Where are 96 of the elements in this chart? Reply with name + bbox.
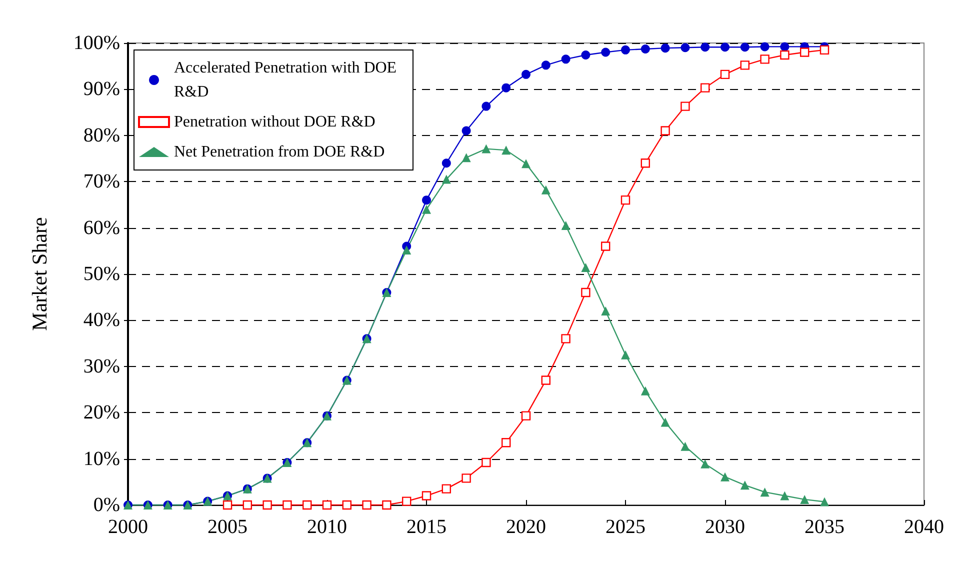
x-tick-label: 2020 xyxy=(506,516,546,538)
point xyxy=(502,83,511,92)
y-tick-label: 40% xyxy=(83,309,120,332)
point xyxy=(462,126,471,136)
point xyxy=(760,488,770,497)
point xyxy=(422,491,432,500)
point xyxy=(601,242,610,251)
point xyxy=(402,496,412,506)
y-tick-label: 30% xyxy=(83,355,120,378)
point xyxy=(561,54,570,64)
x-tick-label: 2035 xyxy=(804,516,844,538)
point xyxy=(581,263,590,272)
point xyxy=(442,158,451,168)
point xyxy=(342,500,352,510)
point xyxy=(601,48,610,57)
point xyxy=(402,245,412,254)
point xyxy=(422,196,431,205)
point xyxy=(522,70,530,79)
point xyxy=(780,42,790,52)
point xyxy=(541,60,550,70)
point xyxy=(800,494,810,504)
point xyxy=(422,204,431,214)
x-tick-label: 2015 xyxy=(406,516,446,538)
x-tick-label: 2030 xyxy=(705,516,745,538)
point xyxy=(820,45,830,55)
point xyxy=(680,43,690,52)
point xyxy=(482,144,491,154)
x-tick-label: 2010 xyxy=(307,516,347,538)
x-tick-label: 2005 xyxy=(208,516,248,538)
legend-label: Penetration without DOE R&D xyxy=(174,114,376,130)
point xyxy=(482,102,491,111)
point xyxy=(282,500,292,510)
point xyxy=(541,376,550,385)
point xyxy=(700,459,710,468)
point xyxy=(522,159,530,168)
y-tick-label: 20% xyxy=(83,402,120,424)
y-tick-label: 0% xyxy=(93,494,120,516)
point xyxy=(581,288,590,298)
point xyxy=(362,500,372,510)
point xyxy=(660,126,670,136)
point xyxy=(442,174,451,184)
point xyxy=(442,484,451,494)
point xyxy=(740,480,750,490)
y-tick-label: 60% xyxy=(83,216,120,239)
point xyxy=(720,42,730,52)
x-tick-label: 2000 xyxy=(108,516,148,538)
y-tick-label: 70% xyxy=(83,170,120,193)
point xyxy=(620,195,630,205)
y-tick-label: 80% xyxy=(83,124,120,146)
point xyxy=(740,60,750,70)
point xyxy=(700,83,710,92)
point xyxy=(680,442,690,451)
y-tick-label: 50% xyxy=(83,263,120,285)
point xyxy=(720,472,730,482)
point xyxy=(561,334,570,344)
point xyxy=(302,500,312,510)
point xyxy=(462,153,471,162)
point xyxy=(640,158,650,168)
point xyxy=(482,458,491,468)
y-tick-label: 100% xyxy=(73,32,120,54)
point xyxy=(462,474,471,483)
point xyxy=(621,45,630,54)
point xyxy=(760,54,770,64)
point xyxy=(502,146,511,155)
point xyxy=(660,44,670,53)
point xyxy=(502,438,511,448)
point xyxy=(640,44,650,54)
point xyxy=(740,42,750,52)
legend-label: Net Penetration from DOE R&D xyxy=(174,144,385,160)
point xyxy=(780,50,790,60)
point xyxy=(541,185,550,194)
point xyxy=(382,500,392,510)
point xyxy=(760,42,770,52)
y-axis-title: Market Share xyxy=(28,217,52,331)
y-tick-label: 10% xyxy=(83,448,120,470)
x-tick-label: 2040 xyxy=(904,516,944,538)
point xyxy=(680,102,690,111)
point xyxy=(581,50,590,60)
point xyxy=(800,48,810,57)
point xyxy=(601,306,610,316)
point xyxy=(621,350,630,360)
point xyxy=(820,497,829,506)
point xyxy=(720,70,730,80)
point xyxy=(660,418,670,427)
point xyxy=(640,386,650,396)
point xyxy=(322,500,332,510)
point xyxy=(262,500,272,510)
y-tick-label: 90% xyxy=(83,78,120,100)
point xyxy=(700,42,710,52)
point xyxy=(222,500,232,510)
legend-label: Accelerated Penetration with DOE R&D xyxy=(174,60,401,100)
x-tick-label: 2025 xyxy=(606,516,646,538)
point xyxy=(242,500,252,510)
point xyxy=(521,411,531,420)
point xyxy=(780,491,790,500)
point xyxy=(561,220,570,230)
